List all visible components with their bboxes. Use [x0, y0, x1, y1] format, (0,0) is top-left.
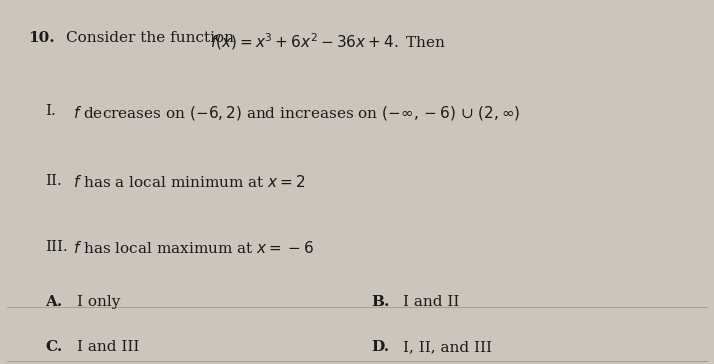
- Text: I and III: I and III: [77, 340, 139, 355]
- Text: $f$ decreases on $(-6, 2)$ and increases on $(-\infty, -6)$ ∪ $(2, \infty)$: $f$ decreases on $(-6, 2)$ and increases…: [74, 104, 521, 122]
- Text: I, II, and III: I, II, and III: [403, 340, 491, 355]
- Text: $f$ has a local minimum at $x = 2$: $f$ has a local minimum at $x = 2$: [74, 174, 306, 190]
- Text: D.: D.: [371, 340, 389, 355]
- Text: $f(x) = x^3 + 6x^2 - 36x + 4.$ Then: $f(x) = x^3 + 6x^2 - 36x + 4.$ Then: [210, 31, 446, 52]
- Text: $f$ has local maximum at $x = -6$: $f$ has local maximum at $x = -6$: [74, 240, 315, 256]
- Text: 10.: 10.: [28, 31, 54, 45]
- Text: Consider the function: Consider the function: [66, 31, 239, 45]
- Text: B.: B.: [371, 295, 389, 309]
- Text: III.: III.: [46, 240, 69, 254]
- Text: A.: A.: [46, 295, 63, 309]
- Text: I and II: I and II: [403, 295, 459, 309]
- Text: II.: II.: [46, 174, 62, 188]
- Text: I.: I.: [46, 104, 56, 118]
- Text: C.: C.: [46, 340, 63, 355]
- Text: I only: I only: [77, 295, 121, 309]
